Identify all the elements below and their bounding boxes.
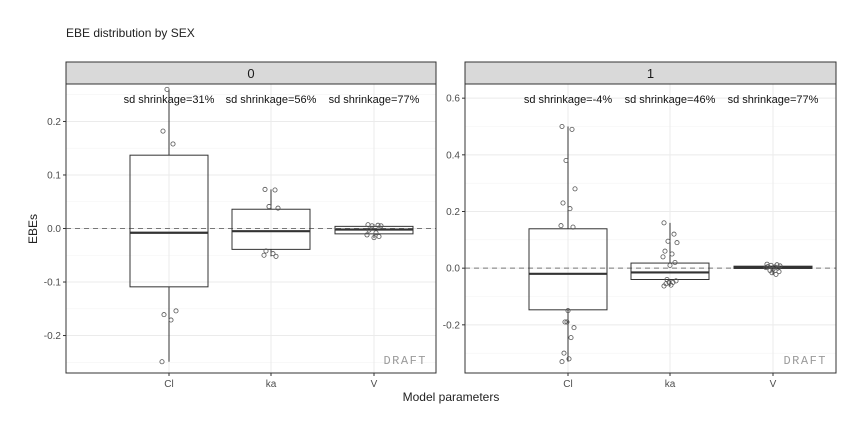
panel-border <box>464 83 837 374</box>
shrinkage-annotation: sd shrinkage=77% <box>728 94 819 106</box>
y-tick-label: 0.6 <box>446 94 460 105</box>
y-tick-label: 0.4 <box>446 150 460 161</box>
data-point <box>671 231 677 237</box>
shrinkage-annotation: sd shrinkage=56% <box>226 94 317 106</box>
data-point <box>566 356 572 362</box>
data-point <box>161 312 167 318</box>
data-point <box>661 283 667 289</box>
panel-1: 1 0.6 0.4 0.2 0.0 -0.2 Cl ka Vsd shrinkage=-4% sd… <box>443 61 837 390</box>
data-point <box>570 224 576 230</box>
data-point <box>263 248 269 254</box>
data-point <box>375 222 381 228</box>
shrinkage-annotation: sd shrinkage=46% <box>625 94 716 106</box>
box-Cl <box>129 154 209 288</box>
y-tick-label: 0.2 <box>47 117 61 128</box>
data-point <box>563 157 569 163</box>
data-point <box>560 200 566 206</box>
data-point <box>667 262 673 268</box>
data-point <box>674 240 680 246</box>
shrinkage-annotation: sd shrinkage=-4% <box>524 94 613 106</box>
y-axis-label: EBEs <box>26 214 40 244</box>
data-point <box>769 270 775 276</box>
data-point <box>561 350 567 356</box>
data-point <box>378 223 384 229</box>
data-point <box>364 232 370 238</box>
y-tick-label: -0.2 <box>443 320 461 331</box>
y-tick-label: -0.2 <box>44 331 62 342</box>
data-point <box>770 266 776 272</box>
data-point <box>170 141 176 147</box>
data-point <box>159 359 165 365</box>
data-point <box>273 253 279 259</box>
x-tick-label: V <box>770 379 777 390</box>
data-point <box>776 269 782 275</box>
data-point <box>562 319 568 325</box>
data-point <box>569 126 575 132</box>
data-point <box>366 227 372 233</box>
watermark: DRAFT <box>783 354 827 368</box>
x-tick-label: Cl <box>563 379 572 390</box>
data-point <box>376 234 382 240</box>
data-point <box>669 251 675 257</box>
data-point <box>660 254 666 260</box>
data-point <box>665 238 671 244</box>
data-point <box>571 325 577 331</box>
y-tick-label: 0.1 <box>47 170 61 181</box>
y-tick-label: 0.2 <box>446 207 460 218</box>
data-point <box>672 259 678 265</box>
data-point <box>275 205 281 211</box>
watermark: DRAFT <box>383 354 427 368</box>
y-tick-label: 0.0 <box>446 264 460 275</box>
shrinkage-annotation: sd shrinkage=77% <box>329 94 420 106</box>
data-point <box>262 186 268 192</box>
x-axis-label: Model parameters <box>403 390 500 404</box>
panel-border <box>65 83 437 374</box>
data-point <box>565 308 571 314</box>
data-point <box>568 335 574 341</box>
data-point <box>261 252 267 258</box>
data-point <box>160 128 166 134</box>
data-point <box>559 359 565 365</box>
data-point <box>168 317 174 323</box>
data-point <box>564 319 570 325</box>
data-point <box>775 265 781 271</box>
box-ka <box>231 208 311 250</box>
data-point <box>369 223 375 229</box>
data-point <box>763 265 769 271</box>
data-point <box>668 282 674 288</box>
data-point <box>164 86 170 92</box>
data-point <box>661 220 667 226</box>
data-point <box>768 262 774 268</box>
x-tick-label: ka <box>266 379 277 390</box>
panel-0: 0 0.2 0.1 0.0 -0.1 -0.2 Cl ka Vsd shrinkage=31% s… <box>44 61 437 390</box>
data-point <box>673 278 679 284</box>
data-point <box>272 187 278 193</box>
x-tick-label: Cl <box>164 379 173 390</box>
data-point <box>270 251 276 257</box>
panel-strip-label: 0 <box>247 66 254 81</box>
shrinkage-annotation: sd shrinkage=31% <box>124 94 215 106</box>
chart-title: EBE distribution by SEX <box>66 26 195 40</box>
data-point <box>773 271 779 277</box>
box-Cl <box>528 228 608 311</box>
panels-layer: 0 0.2 0.1 0.0 -0.1 -0.2 Cl ka Vsd shrinkage=31% s… <box>44 61 837 390</box>
data-point <box>572 186 578 192</box>
data-point <box>662 248 668 254</box>
data-point <box>559 124 565 130</box>
data-point <box>558 223 564 229</box>
x-tick-label: ka <box>665 379 676 390</box>
data-point <box>173 308 179 314</box>
panel-strip-label: 1 <box>647 66 654 81</box>
data-point <box>567 206 573 212</box>
data-point <box>266 204 272 210</box>
data-point <box>373 230 379 236</box>
y-tick-label: 0.0 <box>47 224 61 235</box>
x-tick-label: V <box>371 379 378 390</box>
data-point <box>371 235 377 241</box>
y-tick-label: -0.1 <box>44 278 62 289</box>
